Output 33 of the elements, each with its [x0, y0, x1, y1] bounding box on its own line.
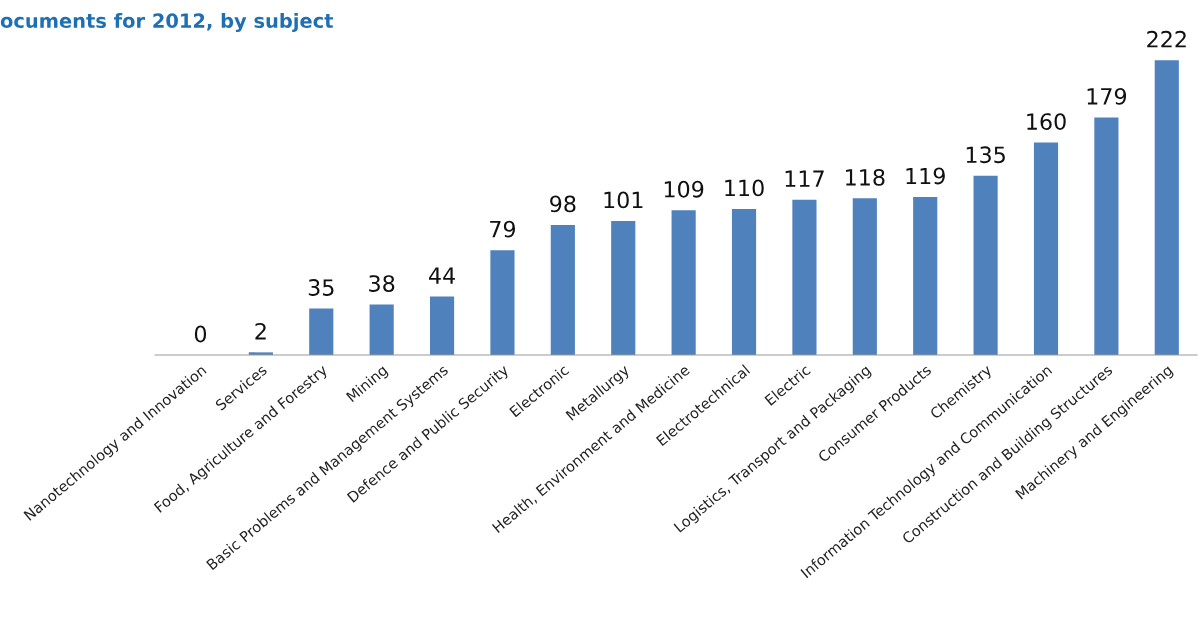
data-label: 79 [490, 220, 516, 238]
data-label: 119 [906, 167, 945, 185]
bar [1033, 142, 1059, 356]
data-label: 222 [1147, 30, 1186, 48]
bar [550, 224, 575, 356]
data-label: 35 [308, 279, 334, 296]
bar [611, 220, 636, 356]
chart-title: ocuments for 2012, by subject [0, 12, 334, 32]
bar [852, 198, 877, 356]
data-label: 160 [1027, 113, 1066, 130]
data-label: 2 [255, 322, 266, 340]
bar [490, 250, 515, 356]
data-label: 0 [194, 325, 207, 343]
bar [792, 199, 817, 356]
data-label: 179 [1087, 87, 1127, 105]
data-label: 44 [429, 267, 455, 284]
data-label: 135 [966, 146, 1005, 164]
data-label: 109 [664, 180, 704, 198]
data-label: 98 [550, 195, 576, 213]
bar [309, 308, 334, 356]
bar [369, 304, 394, 356]
bar [913, 197, 938, 356]
bar [1154, 60, 1179, 356]
bar [973, 175, 998, 356]
data-label: 117 [785, 170, 824, 187]
data-label: 38 [369, 275, 395, 292]
bar [1094, 117, 1119, 356]
bar [731, 208, 757, 356]
data-label: 101 [604, 191, 643, 209]
bar [671, 210, 696, 356]
data-label: 110 [725, 179, 764, 197]
data-label: 118 [846, 168, 885, 186]
bar [429, 296, 455, 356]
